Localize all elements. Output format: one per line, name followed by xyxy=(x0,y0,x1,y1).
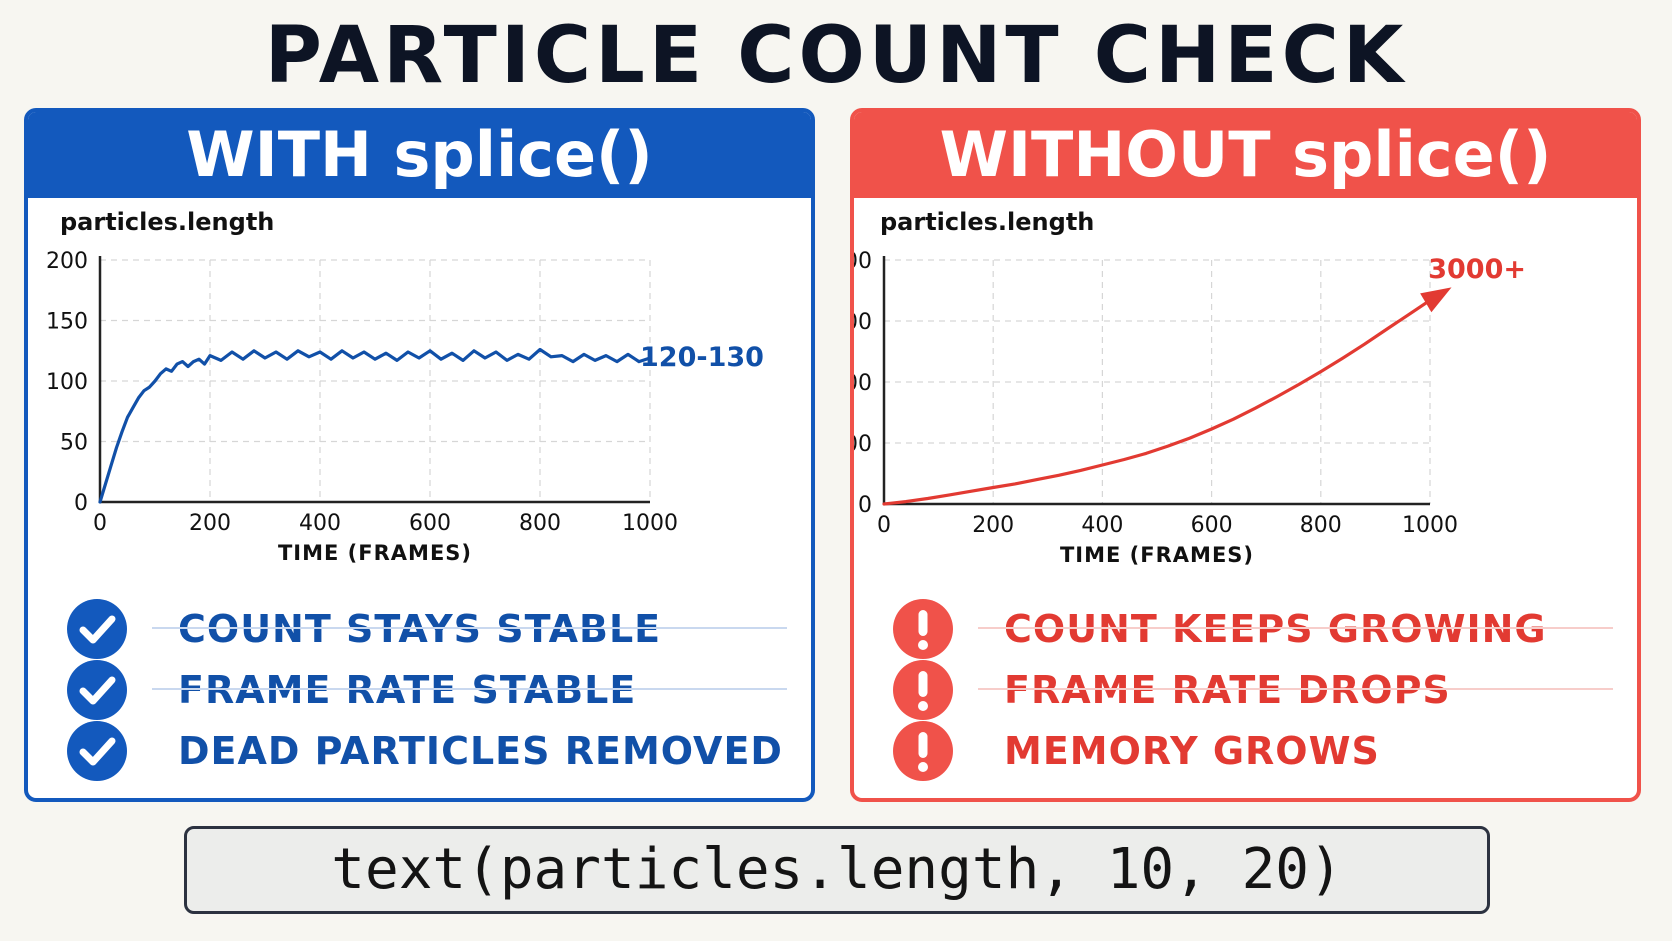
with-splice-panel: WITH splice() particles.length 0 50 100 150 2… xyxy=(24,108,815,802)
check-icon-circle xyxy=(67,660,127,720)
x-tick-label: 400 xyxy=(1081,513,1123,538)
y-tick-label: 3000 xyxy=(854,310,872,335)
check-icon-graphic xyxy=(67,721,127,781)
check-mark xyxy=(79,737,116,766)
arrow-head xyxy=(1420,287,1452,313)
check-icon xyxy=(66,720,128,782)
check-mark xyxy=(79,615,116,644)
code-snippet: text(particles.length, 10, 20) xyxy=(184,826,1490,914)
exclamation-icon-graphic xyxy=(893,721,953,781)
chart-title: particles.length xyxy=(60,208,274,236)
check-icon-circle xyxy=(67,599,127,659)
y-tick-label: 50 xyxy=(60,431,88,456)
list-item: COUNT KEEPS GROWING xyxy=(854,597,1637,661)
exclamation-dot xyxy=(918,701,928,711)
divider xyxy=(152,627,787,629)
list-item: FRAME RATE DROPS xyxy=(854,658,1637,722)
exclamation-icon-graphic xyxy=(893,599,953,659)
check-icon xyxy=(66,659,128,721)
y-tick-label: 150 xyxy=(46,310,88,335)
exclamation-dot xyxy=(918,762,928,772)
list-item: FRAME RATE STABLE xyxy=(28,658,811,722)
x-tick-label: 200 xyxy=(189,511,231,536)
x-axis-label: TIME (FRAMES) xyxy=(278,541,472,565)
list-item: MEMORY GROWS xyxy=(854,719,1637,783)
chart-title: particles.length xyxy=(880,208,1094,236)
divider xyxy=(978,688,1613,690)
exclamation-dot xyxy=(918,640,928,650)
x-tick-label: 800 xyxy=(519,511,561,536)
without-splice-panel: WITHOUT splice() particles.length 0 1000 20… xyxy=(850,108,1641,802)
page-title: PARTICLE COUNT CHECK xyxy=(264,11,1408,101)
x-tick-label: 600 xyxy=(1191,513,1233,538)
y-tick-label: 0 xyxy=(858,493,872,518)
y-tick-label: 100 xyxy=(46,370,88,395)
list-item-label: COUNT KEEPS GROWING xyxy=(1004,607,1547,651)
x-tick-label: 600 xyxy=(409,511,451,536)
x-tick-label: 1000 xyxy=(622,511,678,536)
exclamation-bar xyxy=(918,732,928,758)
chart-annotation: 120-130 xyxy=(640,342,764,373)
x-axis-label: TIME (FRAMES) xyxy=(1060,543,1254,567)
without-splice-header: WITHOUT splice() xyxy=(854,112,1637,198)
x-tick-label: 1000 xyxy=(1402,513,1458,538)
exclamation-icon-graphic xyxy=(893,660,953,720)
exclamation-icon xyxy=(892,598,954,660)
check-mark xyxy=(79,676,116,705)
y-tick-label: 0 xyxy=(74,491,88,516)
exclamation-icon xyxy=(892,720,954,782)
list-item-label: DEAD PARTICLES REMOVED xyxy=(178,729,783,773)
check-icon-graphic xyxy=(67,599,127,659)
y-tick-label: 200 xyxy=(46,249,88,274)
x-tick-label: 0 xyxy=(93,511,107,536)
divider xyxy=(978,627,1613,629)
x-tick-label: 0 xyxy=(877,513,891,538)
series-line xyxy=(98,347,652,504)
with-splice-chart: particles.length 0 50 100 150 200 0 200 400 600 80… xyxy=(46,208,764,565)
divider xyxy=(152,688,787,690)
list-item-label: FRAME RATE STABLE xyxy=(178,668,637,712)
list-item-label: COUNT STAYS STABLE xyxy=(178,607,662,651)
x-tick-label: 800 xyxy=(1300,513,1342,538)
exclamation-bar xyxy=(918,671,928,697)
exclamation-icon xyxy=(892,659,954,721)
list-item: DEAD PARTICLES REMOVED xyxy=(28,719,811,783)
y-tick-label: 4000 xyxy=(854,249,872,274)
x-tick-label: 200 xyxy=(972,513,1014,538)
check-icon-graphic xyxy=(67,660,127,720)
check-icon-circle xyxy=(67,721,127,781)
x-tick-label: 400 xyxy=(299,511,341,536)
list-item-label: FRAME RATE DROPS xyxy=(1004,668,1451,712)
list-item-label: MEMORY GROWS xyxy=(1004,729,1380,773)
check-icon xyxy=(66,598,128,660)
list-item: COUNT STAYS STABLE xyxy=(28,597,811,661)
y-tick-label: 1000 xyxy=(854,432,872,457)
series-line xyxy=(882,288,1449,506)
exclamation-bar xyxy=(918,610,928,636)
chart-annotation: 3000+ xyxy=(1428,254,1526,285)
with-splice-header: WITH splice() xyxy=(28,112,811,198)
